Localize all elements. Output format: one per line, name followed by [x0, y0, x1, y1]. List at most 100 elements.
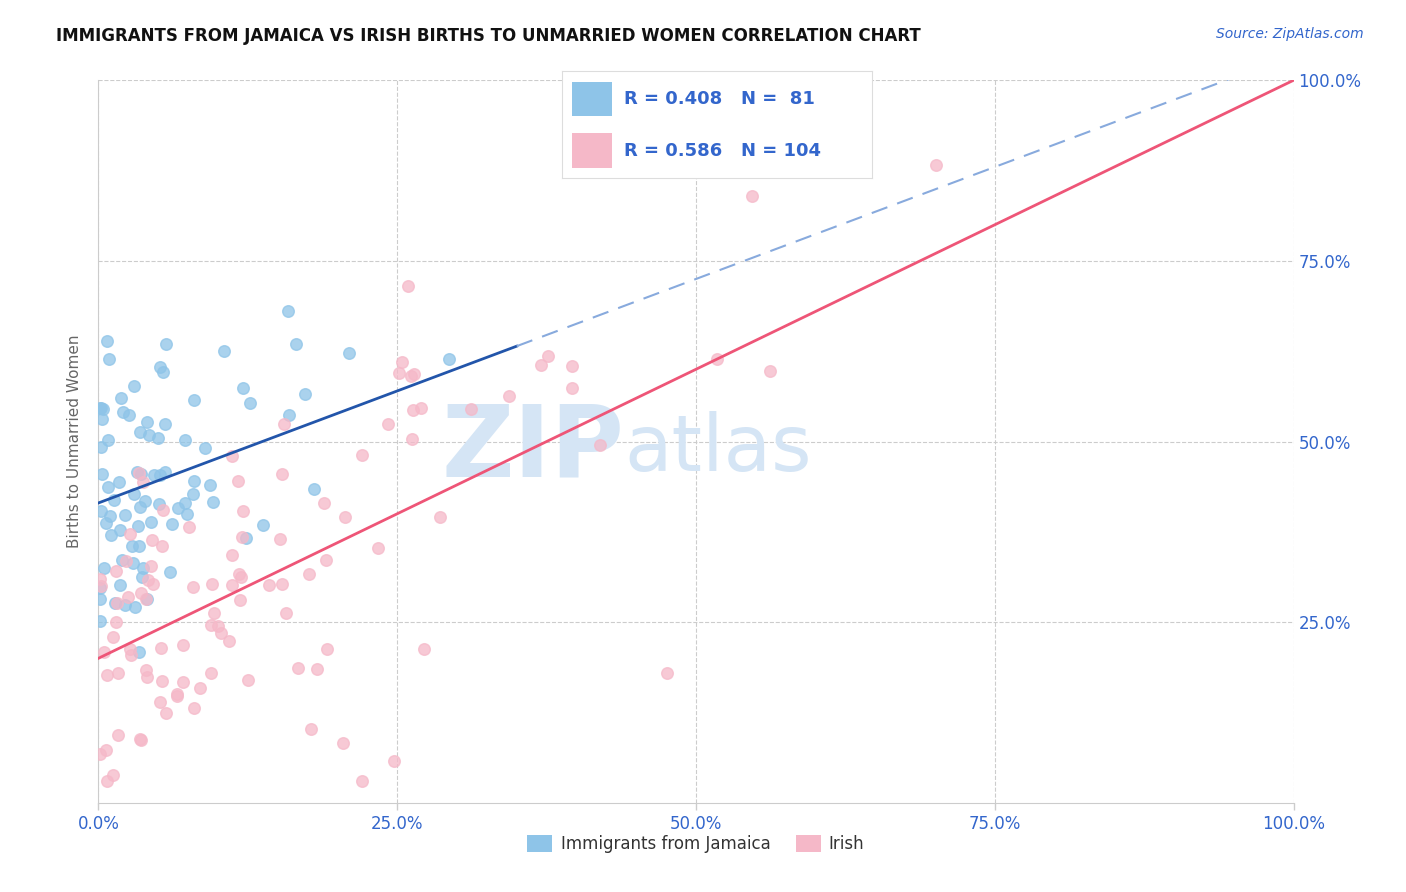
- Point: [536, 349, 558, 363]
- Point: [236, 673, 259, 687]
- Point: [221, 578, 243, 592]
- Point: [105, 564, 128, 578]
- Point: [153, 417, 176, 431]
- Point: [152, 364, 174, 378]
- Point: [270, 467, 292, 482]
- Point: [155, 337, 177, 351]
- Bar: [572, 134, 612, 168]
- Point: [96, 516, 118, 530]
- Text: R = 0.408   N =  81: R = 0.408 N = 81: [624, 90, 815, 108]
- Text: R = 0.586   N = 104: R = 0.586 N = 104: [624, 142, 821, 160]
- Point: [396, 279, 419, 293]
- Text: ZIP: ZIP: [441, 401, 624, 497]
- Point: [188, 681, 211, 695]
- Point: [277, 408, 299, 422]
- Point: [741, 189, 763, 203]
- Point: [143, 468, 166, 483]
- Point: [139, 558, 162, 573]
- Point: [93, 646, 115, 660]
- Point: [235, 532, 257, 546]
- Point: [96, 774, 118, 789]
- Point: [271, 577, 294, 591]
- Point: [121, 540, 143, 554]
- Point: [111, 552, 134, 566]
- Point: [135, 670, 157, 684]
- Text: atlas: atlas: [624, 410, 811, 487]
- Point: [294, 387, 316, 401]
- Point: [100, 528, 122, 542]
- Point: [273, 417, 295, 431]
- Point: [391, 355, 413, 369]
- Point: [167, 500, 190, 515]
- Point: [141, 533, 163, 547]
- Point: [655, 665, 678, 680]
- Point: [124, 599, 146, 614]
- Point: [96, 668, 118, 682]
- Point: [172, 638, 194, 652]
- Point: [183, 486, 205, 500]
- Point: [589, 438, 612, 452]
- Point: [114, 599, 136, 613]
- Point: [315, 553, 337, 567]
- Point: [89, 401, 111, 415]
- Point: [120, 641, 142, 656]
- Point: [110, 391, 132, 405]
- Point: [174, 433, 197, 447]
- Point: [228, 475, 250, 489]
- Point: [160, 517, 183, 532]
- Point: [332, 735, 354, 749]
- Point: [183, 392, 205, 407]
- Point: [152, 503, 174, 517]
- Point: [181, 581, 204, 595]
- Point: [89, 747, 111, 761]
- Point: [339, 345, 361, 359]
- Point: [350, 774, 373, 789]
- Point: [115, 554, 138, 568]
- Point: [204, 606, 226, 620]
- Point: [125, 465, 148, 479]
- Point: [93, 561, 115, 575]
- Point: [104, 596, 127, 610]
- Point: [561, 359, 583, 374]
- Point: [90, 504, 112, 518]
- Point: [149, 695, 172, 709]
- Point: [228, 567, 250, 582]
- Point: [388, 366, 411, 380]
- Point: [284, 336, 307, 351]
- Point: [138, 427, 160, 442]
- Point: [90, 579, 112, 593]
- Point: [110, 578, 132, 592]
- Text: Source: ZipAtlas.com: Source: ZipAtlas.com: [1216, 27, 1364, 41]
- Point: [128, 539, 150, 553]
- Point: [142, 576, 165, 591]
- Point: [232, 504, 254, 518]
- Point: [176, 508, 198, 522]
- Point: [304, 482, 326, 496]
- Point: [149, 360, 172, 375]
- Point: [128, 467, 150, 481]
- Bar: [572, 82, 612, 116]
- Point: [274, 607, 297, 621]
- Point: [98, 508, 121, 523]
- Point: [128, 732, 150, 747]
- Point: [221, 449, 243, 463]
- Point: [231, 570, 253, 584]
- Point: [200, 665, 222, 680]
- Point: [89, 581, 111, 595]
- Point: [401, 368, 423, 383]
- Point: [89, 592, 111, 607]
- Point: [209, 626, 232, 640]
- Point: [107, 475, 129, 489]
- Point: [172, 675, 194, 690]
- Point: [429, 510, 451, 524]
- Point: [924, 158, 946, 172]
- Point: [129, 586, 152, 600]
- Point: [128, 645, 150, 659]
- Point: [530, 358, 553, 372]
- Point: [198, 478, 221, 492]
- Point: [411, 401, 433, 416]
- Point: [89, 440, 111, 454]
- Point: [333, 510, 356, 524]
- Point: [232, 381, 254, 395]
- Point: [287, 661, 309, 675]
